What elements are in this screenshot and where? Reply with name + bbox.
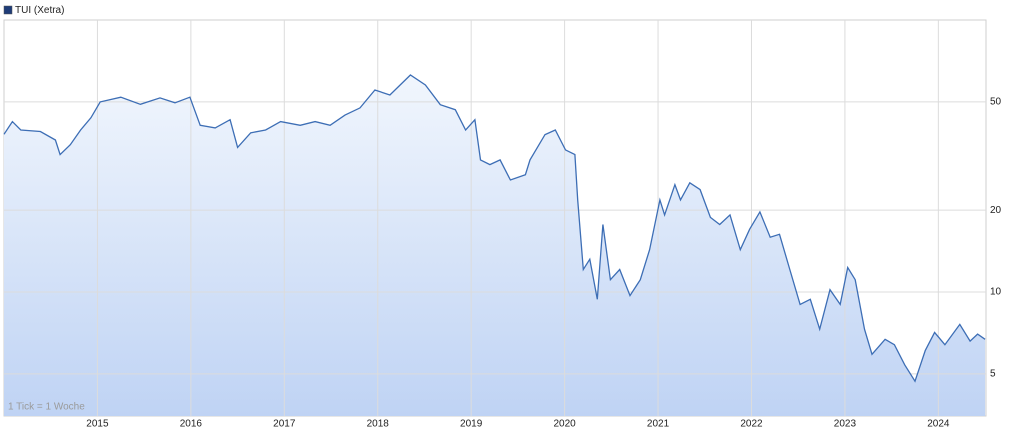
legend-swatch (3, 5, 13, 15)
x-tick-label: 2021 (647, 419, 670, 430)
y-tick-label: 20 (990, 205, 1002, 216)
x-tick-label: 2015 (86, 419, 109, 430)
x-tick-label: 2022 (740, 419, 763, 430)
legend-label: TUI (Xetra) (15, 5, 64, 16)
x-tick-label: 2024 (927, 419, 950, 430)
x-tick-label: 2017 (273, 419, 296, 430)
x-tick-label: 2023 (834, 419, 857, 430)
x-tick-label: 2016 (180, 419, 203, 430)
price-line (3, 74, 986, 383)
y-tick-label: 50 (990, 97, 1002, 108)
x-tick-label: 2019 (460, 419, 483, 430)
x-tick-label: 2020 (553, 419, 576, 430)
area-fill (4, 75, 986, 416)
y-tick-label: 5 (990, 369, 996, 380)
annotation: 1 Tick = 1 Woche (8, 402, 85, 413)
x-tick-label: 2018 (367, 419, 390, 430)
y-tick-label: 10 (990, 287, 1002, 298)
